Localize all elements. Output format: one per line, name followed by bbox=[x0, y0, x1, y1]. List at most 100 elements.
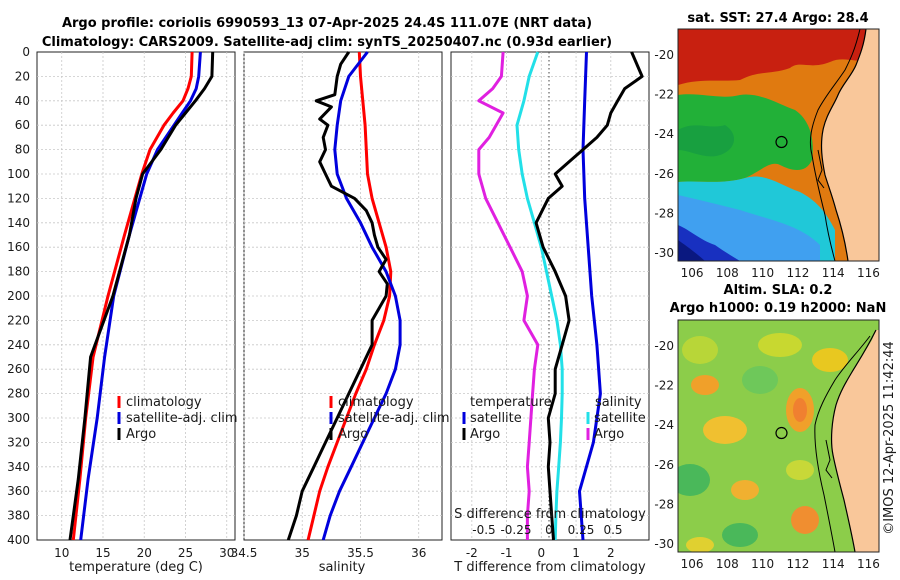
figure-title-line2: Climatology: CARS2009. Satellite-adj cli… bbox=[42, 35, 612, 50]
sla-map-blob-2 bbox=[758, 333, 802, 357]
difference-grid bbox=[451, 52, 649, 540]
difference-series-s-argo bbox=[578, 51, 602, 541]
map-lat-tick-label: -20 bbox=[654, 339, 674, 353]
salinity-series bbox=[286, 51, 402, 541]
difference-panel: -2 -1 0 1 2 T difference from climatology S … bbox=[450, 51, 650, 575]
salinity-series-satellite-adj-clim bbox=[321, 51, 402, 541]
sla-map-orange-3 bbox=[731, 480, 759, 500]
map-lon-tick-label: 116 bbox=[857, 266, 880, 280]
temperature-ticks: 10 15 20 25 30 bbox=[54, 546, 234, 560]
sla-map-orange-4 bbox=[791, 506, 819, 534]
depth-tick-label: 40 bbox=[15, 94, 30, 108]
map-lat-tick-label: -24 bbox=[654, 418, 674, 432]
difference-ticks: -2 -1 0 1 2 bbox=[466, 546, 615, 560]
map-lon-tick-label: 108 bbox=[716, 557, 739, 571]
salinity-ticks: 34.5 35 35.5 36 bbox=[231, 546, 427, 560]
depth-tick-label: 60 bbox=[15, 118, 30, 132]
depth-tick-label: 180 bbox=[7, 265, 30, 279]
salinity-x-tick-label: 35.5 bbox=[347, 546, 374, 560]
sla-map-blob-1 bbox=[682, 336, 718, 364]
sla-map-blob-3 bbox=[812, 348, 848, 372]
sla-map-blob-4 bbox=[786, 460, 814, 480]
difference-x-tick-label: 0 bbox=[537, 546, 545, 560]
temperature-x-tick-label: 15 bbox=[95, 546, 110, 560]
salinity-legend-climatology: climatology bbox=[338, 395, 414, 410]
difference-legend-t-satellite: satellite bbox=[470, 411, 522, 426]
salinity-x-tick-label: 35 bbox=[295, 546, 310, 560]
difference-x-tick-label: 1 bbox=[572, 546, 580, 560]
salinity-x-tick-label: 36 bbox=[411, 546, 426, 560]
difference-top-tick-label: -0.5 bbox=[472, 523, 495, 537]
temperature-x-tick-label: 25 bbox=[178, 546, 193, 560]
depth-tick-label: 380 bbox=[7, 509, 30, 523]
difference-x-tick-label: -1 bbox=[501, 546, 513, 560]
sla-map-field bbox=[678, 320, 879, 552]
map-lat-tick-label: -26 bbox=[654, 458, 674, 472]
difference-top-ticks: -0.5 -0.25 0 0.25 0.5 bbox=[472, 523, 622, 537]
salinity-grid bbox=[243, 52, 442, 540]
difference-series-s-satellite bbox=[515, 51, 564, 541]
salinity-x-tick-label: 34.5 bbox=[231, 546, 258, 560]
map-lat-tick-label: -26 bbox=[654, 167, 674, 181]
depth-tick-label: 280 bbox=[7, 387, 30, 401]
depth-tick-label: 300 bbox=[7, 411, 30, 425]
difference-series bbox=[477, 51, 644, 541]
map-lat-tick-label: -28 bbox=[654, 206, 674, 220]
depth-tick-label: 400 bbox=[7, 533, 30, 547]
difference-legend-s-argo: Argo bbox=[594, 427, 624, 442]
depth-tick-label: 200 bbox=[7, 289, 30, 303]
sla-map-isobath bbox=[814, 335, 871, 552]
difference-top-label: S difference from climatology bbox=[454, 507, 646, 522]
depth-tick-label: 220 bbox=[7, 313, 30, 327]
sst-map-land bbox=[821, 29, 879, 261]
difference-legend-t-argo: Argo bbox=[470, 427, 500, 442]
temperature-legend-satellite: satellite-adj. clim bbox=[126, 411, 238, 426]
difference-x-tick-label: -2 bbox=[466, 546, 478, 560]
difference-legend-temperature-title: temperature bbox=[470, 395, 552, 410]
sst-map-panel: sat. SST: 27.4 Argo: 28.4 106 108 110 112 11… bbox=[654, 11, 879, 280]
map-lat-tick-label: -22 bbox=[654, 87, 674, 101]
sla-map-island bbox=[825, 439, 833, 479]
temperature-panel: 10 15 20 25 30 temperature (deg C) climatolo… bbox=[36, 51, 238, 575]
depth-tick-label: 360 bbox=[7, 484, 30, 498]
difference-legend-salinity-title: salinity bbox=[595, 395, 642, 410]
depth-tick-label: 240 bbox=[7, 338, 30, 352]
figure-title-line1: Argo profile: coriolis 6990593_13 07-Apr… bbox=[62, 16, 592, 31]
sla-map-title-line1: Altim. SLA: 0.2 bbox=[724, 283, 833, 298]
sla-map-green-3 bbox=[722, 523, 758, 547]
depth-tick-label: 0 bbox=[22, 45, 30, 59]
sst-map-field bbox=[678, 29, 879, 261]
sst-map-dark-blue-region bbox=[678, 240, 705, 261]
sst-map-green-patch bbox=[678, 125, 735, 157]
difference-top-tick-label: 0 bbox=[545, 523, 553, 537]
sla-map-panel: Altim. SLA: 0.2 Argo h1000: 0.19 h2000: … bbox=[654, 283, 886, 571]
map-lon-tick-label: 108 bbox=[716, 266, 739, 280]
salinity-x-label: salinity bbox=[319, 560, 366, 575]
sla-map-ticks: 106 108 110 112 114 116 -20 -22 -24 -26 -28 -30 bbox=[654, 339, 879, 571]
temperature-legend-argo: Argo bbox=[126, 427, 156, 442]
difference-series-t-satellite bbox=[477, 51, 540, 540]
sla-map-argo-marker bbox=[775, 426, 788, 440]
depth-tick-label: 120 bbox=[7, 191, 30, 205]
map-lon-tick-label: 106 bbox=[681, 266, 704, 280]
temperature-x-tick-label: 10 bbox=[54, 546, 69, 560]
depth-tick-label: 100 bbox=[7, 167, 30, 181]
sst-map-argo-marker bbox=[775, 135, 788, 149]
sla-map-yellow-1 bbox=[703, 416, 747, 444]
map-lat-tick-label: -24 bbox=[654, 127, 674, 141]
difference-top-tick-label: -0.25 bbox=[500, 523, 531, 537]
depth-tick-label: 140 bbox=[7, 216, 30, 230]
depth-axis-ticks: 0 20 40 60 80 100 120 140 160 180 200 220 240 260 280 3… bbox=[7, 45, 30, 547]
sst-map-ticks: 106 108 110 112 114 116 -20 -22 -24 -26 -28 -30 bbox=[654, 48, 879, 280]
temperature-grid bbox=[37, 52, 235, 540]
salinity-panel: 34.5 35 35.5 36 salinity climatology satell… bbox=[231, 51, 450, 575]
temperature-x-tick-label: 20 bbox=[137, 546, 152, 560]
difference-x-tick-label: 2 bbox=[607, 546, 615, 560]
map-lat-tick-label: -28 bbox=[654, 497, 674, 511]
salinity-legend-argo: Argo bbox=[338, 427, 368, 442]
map-lon-tick-label: 116 bbox=[857, 557, 880, 571]
map-lon-tick-label: 112 bbox=[786, 266, 809, 280]
temperature-series bbox=[68, 51, 215, 541]
depth-tick-label: 160 bbox=[7, 240, 30, 254]
